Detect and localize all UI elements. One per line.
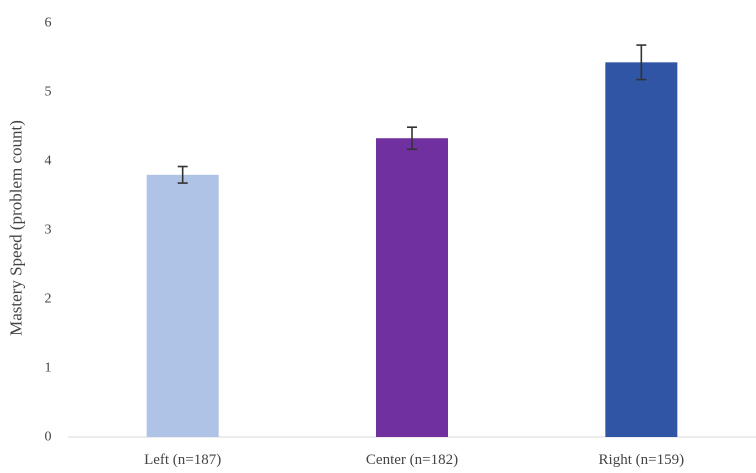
bar xyxy=(605,62,678,437)
y-tick-label: 3 xyxy=(45,223,52,238)
error-bar xyxy=(177,165,188,184)
y-axis-label: Mastery Speed (problem count) xyxy=(7,120,26,336)
x-category-label: Right (n=159) xyxy=(599,452,685,468)
y-axis-ticks: 0 1 2 3 4 5 6 xyxy=(45,16,52,445)
x-category-label: Center (n=182) xyxy=(366,452,458,468)
x-category-label: Left (n=187) xyxy=(144,452,221,468)
x-axis-categories: Left (n=187) Center (n=182) Right (n=159) xyxy=(144,452,684,468)
error-bars-group xyxy=(177,44,647,184)
bar xyxy=(376,138,448,438)
y-tick-label: 6 xyxy=(45,16,52,31)
error-bar xyxy=(636,44,647,81)
error-bar xyxy=(407,126,417,151)
y-tick-label: 4 xyxy=(45,154,52,169)
y-tick-label: 2 xyxy=(45,292,52,307)
y-tick-label: 1 xyxy=(45,361,52,376)
y-tick-label: 5 xyxy=(45,85,52,100)
bar xyxy=(146,174,219,438)
y-tick-label: 0 xyxy=(45,430,52,445)
bars-group xyxy=(146,62,678,438)
